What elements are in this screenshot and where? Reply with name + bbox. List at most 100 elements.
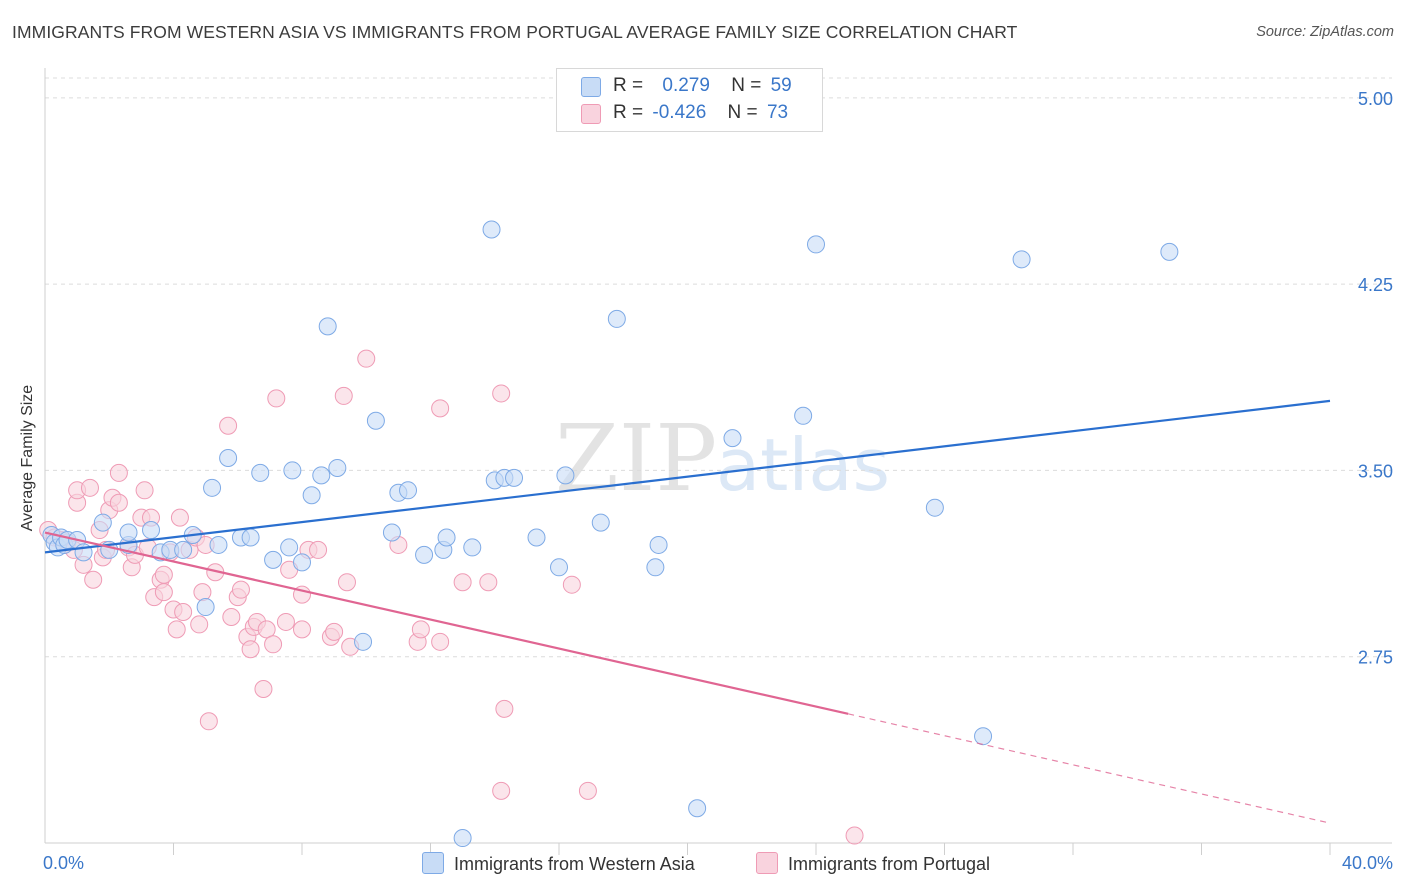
portugal-trend-extension [847, 713, 1331, 824]
western-asia-point [174, 540, 193, 559]
western-asia-point [688, 799, 707, 818]
western-asia-point [415, 545, 434, 564]
portugal-point [222, 607, 241, 626]
source-credit: Source: ZipAtlas.com [1256, 24, 1394, 40]
watermark-zip: ZIP [555, 405, 717, 512]
portugal-point [495, 699, 514, 718]
western-asia-point [318, 317, 337, 336]
western-asia-point [607, 309, 626, 328]
portugal-point [241, 640, 260, 659]
portugal-point [231, 580, 250, 599]
portugal-point [293, 620, 311, 639]
western-asia-point [794, 406, 813, 425]
x-tick-label: 40.0% [1342, 853, 1393, 873]
portugal-point [199, 712, 218, 731]
portugal-point [562, 575, 581, 594]
portugal-point [431, 399, 450, 418]
portugal-point [154, 583, 173, 602]
bottom-swatch-blue [422, 852, 444, 874]
portugal-point [174, 603, 193, 622]
axes [44, 68, 1392, 855]
trend-lines [44, 399, 1331, 824]
western-asia-trend-line [44, 399, 1331, 554]
portugal-point [257, 620, 276, 639]
portugal-point [845, 826, 864, 845]
western-asia-point [280, 538, 299, 557]
western-asia-point [482, 220, 501, 239]
western-asia-point [354, 632, 373, 651]
western-asia-point [925, 498, 944, 517]
western-asia-point [219, 449, 238, 468]
western-asia-point [382, 523, 401, 542]
western-asia-point [312, 466, 331, 485]
western-asia-point [550, 558, 568, 577]
legend-swatch-pink [581, 104, 601, 124]
portugal-point [167, 620, 186, 639]
western-asia-point [505, 468, 524, 487]
western-asia-point [463, 538, 482, 557]
bottom-legend-label-blue: Immigrants from Western Asia [454, 854, 695, 874]
western-asia-point [974, 727, 993, 746]
legend-r-label: R = [613, 102, 644, 123]
western-asia-point [437, 528, 456, 547]
western-asia-point [209, 535, 228, 554]
bottom-swatch-pink [756, 852, 778, 874]
legend-n-value-pink: 73 [766, 102, 789, 123]
portugal-point [193, 583, 212, 602]
y-axis-label: Average Family Size [19, 384, 36, 532]
western-asia-point [196, 598, 215, 617]
portugal-point [337, 573, 356, 592]
legend-r-value-pink: -0.426 [652, 102, 707, 123]
western-asia-point [807, 235, 825, 254]
watermark-atlas: atlas [716, 423, 890, 507]
western-asia-point [646, 558, 665, 577]
portugal-point [109, 463, 128, 482]
portugal-point [309, 540, 328, 559]
western-asia-point [1012, 250, 1031, 269]
portugal-point [431, 632, 450, 651]
legend-n-value-blue: 59 [770, 75, 792, 96]
bottom-legend-western-asia: Immigrants from Western Asia [422, 852, 695, 875]
portugal-point [357, 349, 376, 368]
portugal-point [267, 389, 286, 408]
portugal-point [135, 481, 154, 500]
legend-r-value-blue: 0.279 [662, 75, 710, 96]
legend-n-label: N = [731, 75, 762, 96]
portugal-point [219, 416, 238, 435]
western-asia-point [453, 829, 472, 848]
western-asia-point [302, 486, 321, 505]
portugal-point [154, 565, 173, 584]
portugal-points [39, 349, 864, 845]
y-tick-label: 3.50 [1358, 461, 1393, 481]
portugal-point [492, 781, 511, 800]
western-asia-point [251, 463, 270, 482]
portugal-point [453, 573, 472, 592]
portugal-point [170, 508, 189, 527]
western-asia-point [293, 553, 311, 572]
western-asia-point [119, 523, 138, 542]
portugal-point [109, 493, 128, 512]
western-asia-point [241, 528, 260, 547]
portugal-point [276, 612, 295, 631]
western-asia-point [283, 461, 302, 480]
western-asia-point [264, 550, 283, 569]
bottom-legend-portugal: Immigrants from Portugal [756, 852, 990, 875]
western-asia-point [142, 521, 161, 540]
y-tick-label: 2.75 [1358, 648, 1393, 668]
portugal-point [411, 620, 430, 639]
bottom-legend-label-pink: Immigrants from Portugal [788, 854, 991, 874]
western-asia-points [42, 220, 1179, 848]
portugal-point [479, 573, 498, 592]
portugal-point [334, 386, 353, 405]
western-asia-point [723, 429, 742, 448]
western-asia-point [649, 535, 668, 554]
legend-swatch-blue [581, 77, 601, 97]
western-asia-point [366, 411, 385, 430]
x-tick-label: 0.0% [43, 853, 84, 873]
portugal-point [578, 781, 597, 800]
y-tick-label: 4.25 [1358, 275, 1393, 295]
western-asia-point [203, 478, 222, 497]
legend-r-label: R = [613, 75, 644, 96]
portugal-point [84, 570, 103, 589]
